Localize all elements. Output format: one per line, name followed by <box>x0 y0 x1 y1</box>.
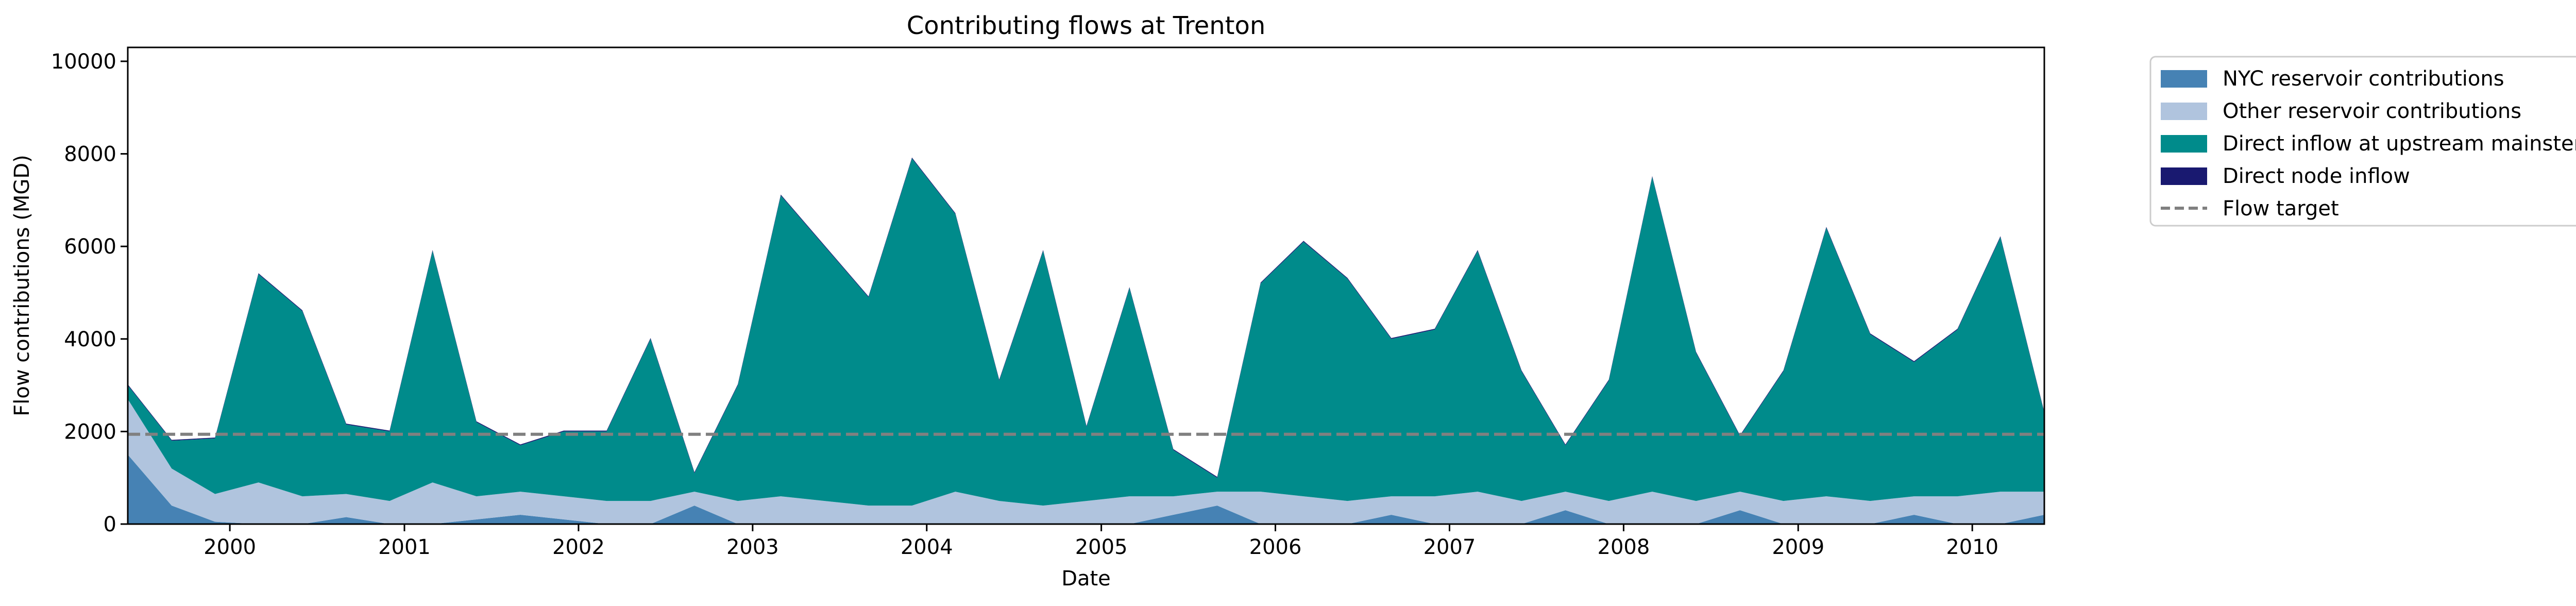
legend-items: NYC reservoir contributions Other reservo… <box>2161 67 2576 221</box>
x-tick-label: 2005 <box>1075 535 1128 559</box>
legend-swatch <box>2161 103 2207 120</box>
y-axis: 0 2000 4000 6000 8000 10000 <box>51 50 128 536</box>
legend-swatch <box>2161 167 2207 185</box>
legend-swatch <box>2161 135 2207 153</box>
plot-area <box>127 46 2045 525</box>
legend-label: Other reservoir contributions <box>2223 99 2521 123</box>
legend-label: Flow target <box>2223 197 2339 221</box>
x-tick-label: 2007 <box>1423 535 1476 559</box>
x-axis-label: Date <box>1061 567 1111 591</box>
x-tick-label: 2008 <box>1598 535 1650 559</box>
x-tick-label: 2003 <box>726 535 779 559</box>
chart-title: Contributing flows at Trenton <box>907 11 1266 40</box>
y-tick-label: 2000 <box>64 420 116 444</box>
legend-swatch <box>2161 70 2207 88</box>
x-tick-label: 2002 <box>552 535 605 559</box>
legend-label: Direct inflow at upstream mainstem nodes <box>2223 132 2576 156</box>
x-tick-label: 2000 <box>204 535 256 559</box>
x-tick-label: 2006 <box>1249 535 1302 559</box>
legend-label: NYC reservoir contributions <box>2223 67 2504 91</box>
legend-frame <box>2149 56 2576 227</box>
x-tick-label: 2004 <box>901 535 953 559</box>
series-area-2 <box>128 158 2044 506</box>
legend-label: Direct node inflow <box>2223 164 2410 188</box>
x-tick-label: 2009 <box>1772 535 1824 559</box>
y-tick-label: 6000 <box>64 235 116 259</box>
series-area-1 <box>128 399 2044 524</box>
plot-frame <box>127 46 2045 525</box>
x-tick-label: 2010 <box>1946 535 1998 559</box>
legend: NYC reservoir contributions Other reservo… <box>2149 56 2576 227</box>
x-tick-label: 2001 <box>378 535 431 559</box>
y-tick-label: 4000 <box>64 328 116 351</box>
y-tick-label: 10000 <box>51 50 116 74</box>
x-axis: 2000 2001 2002 2003 2004 2005 2006 2007 2008 2009… <box>204 524 1998 559</box>
y-tick-label: 0 <box>104 513 116 536</box>
series-layer <box>128 157 2044 524</box>
y-axis-label: Flow contributions (MGD) <box>10 155 34 416</box>
y-tick-label: 8000 <box>64 143 116 166</box>
